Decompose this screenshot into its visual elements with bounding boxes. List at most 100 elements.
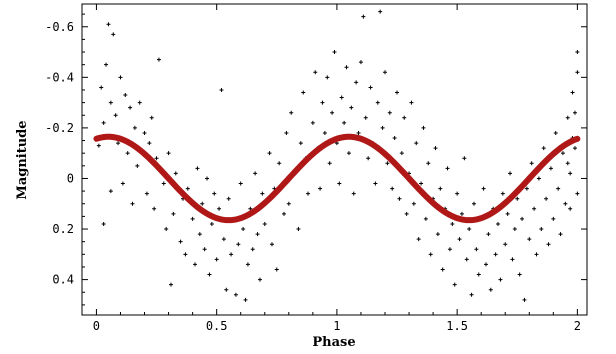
data-point bbox=[390, 186, 395, 191]
plot-frame bbox=[81, 3, 588, 316]
data-point bbox=[248, 206, 253, 211]
data-point bbox=[101, 221, 106, 226]
data-point bbox=[368, 85, 373, 90]
data-point bbox=[544, 196, 549, 201]
data-point bbox=[505, 211, 510, 216]
data-point bbox=[484, 262, 488, 267]
data-point bbox=[301, 90, 306, 95]
data-point bbox=[568, 171, 573, 176]
data-point bbox=[257, 277, 262, 282]
x-tick-label: 1.5 bbox=[446, 319, 468, 333]
data-point bbox=[414, 141, 419, 146]
data-point bbox=[457, 237, 462, 242]
data-point bbox=[233, 292, 238, 297]
data-point bbox=[282, 211, 286, 216]
data-point bbox=[298, 141, 303, 146]
data-point bbox=[363, 115, 368, 120]
data-point bbox=[132, 125, 137, 130]
data-point bbox=[512, 227, 517, 232]
data-point bbox=[524, 186, 529, 191]
data-point bbox=[534, 252, 539, 257]
data-point bbox=[548, 166, 553, 171]
data-point bbox=[445, 166, 450, 171]
data-point bbox=[464, 257, 469, 262]
data-point bbox=[378, 9, 383, 14]
data-point bbox=[262, 221, 267, 226]
data-points bbox=[96, 9, 580, 302]
data-point bbox=[419, 181, 424, 186]
data-point bbox=[243, 297, 248, 302]
data-point bbox=[380, 125, 385, 130]
x-axis-ticks: 0 0.5 1 1.5 2 bbox=[93, 4, 581, 333]
data-point bbox=[392, 136, 397, 141]
data-point bbox=[527, 237, 532, 242]
data-point bbox=[320, 100, 325, 105]
data-point bbox=[96, 143, 101, 148]
data-point bbox=[517, 272, 522, 277]
data-point bbox=[476, 272, 481, 277]
data-point bbox=[161, 181, 166, 186]
data-point bbox=[342, 120, 347, 125]
data-point bbox=[195, 166, 200, 171]
data-point bbox=[575, 70, 580, 75]
data-point bbox=[128, 105, 133, 110]
y-tick-label: -0.2 bbox=[45, 121, 74, 135]
data-point bbox=[385, 161, 390, 166]
data-point bbox=[423, 216, 428, 221]
data-point bbox=[409, 100, 414, 105]
data-point bbox=[447, 247, 452, 252]
data-point bbox=[137, 100, 142, 105]
data-point bbox=[529, 161, 534, 166]
data-point bbox=[130, 201, 135, 206]
data-point bbox=[358, 60, 363, 65]
data-point bbox=[166, 151, 171, 156]
data-point bbox=[503, 242, 508, 247]
data-point bbox=[332, 50, 337, 55]
data-point bbox=[404, 211, 409, 216]
data-point bbox=[344, 65, 349, 70]
data-point bbox=[327, 161, 332, 166]
data-point bbox=[426, 161, 431, 166]
data-point bbox=[556, 186, 561, 191]
data-point bbox=[339, 95, 344, 100]
data-point bbox=[260, 191, 265, 196]
data-point bbox=[190, 216, 195, 221]
data-point bbox=[469, 292, 474, 297]
data-point bbox=[296, 227, 301, 232]
data-point bbox=[156, 57, 161, 62]
data-point bbox=[277, 161, 282, 166]
data-point bbox=[318, 186, 323, 191]
x-axis-title: Phase bbox=[312, 335, 355, 350]
x-tick-label: 0 bbox=[93, 319, 100, 333]
data-point bbox=[395, 90, 400, 95]
data-point bbox=[289, 110, 294, 115]
data-point bbox=[438, 186, 443, 191]
data-point bbox=[286, 201, 291, 206]
data-point bbox=[481, 186, 486, 191]
data-point bbox=[539, 227, 544, 232]
data-point bbox=[361, 14, 366, 19]
data-point bbox=[366, 156, 371, 161]
data-point bbox=[452, 282, 457, 287]
data-point bbox=[433, 146, 438, 151]
data-point bbox=[284, 130, 289, 135]
data-point bbox=[346, 151, 351, 156]
data-point bbox=[269, 242, 274, 247]
data-point bbox=[125, 151, 130, 156]
data-point bbox=[510, 257, 515, 262]
data-point bbox=[546, 242, 551, 247]
data-point bbox=[306, 191, 311, 196]
data-point bbox=[253, 171, 258, 176]
data-point bbox=[356, 130, 361, 135]
data-point bbox=[455, 191, 460, 196]
data-point bbox=[536, 176, 541, 181]
data-point bbox=[435, 232, 440, 237]
data-point bbox=[496, 221, 501, 226]
data-point bbox=[164, 227, 169, 232]
data-point bbox=[450, 221, 455, 226]
data-point bbox=[214, 257, 219, 262]
data-point bbox=[226, 196, 231, 201]
data-point bbox=[168, 282, 173, 287]
data-point bbox=[568, 206, 573, 211]
